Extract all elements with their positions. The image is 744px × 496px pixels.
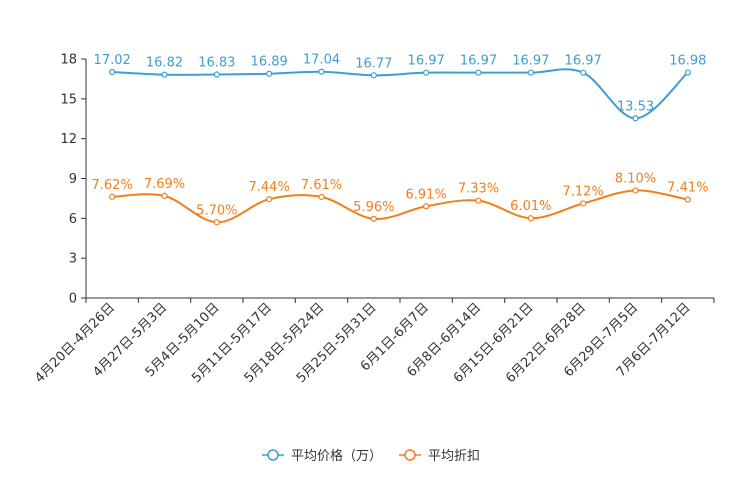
data-point[interactable] [475, 197, 482, 204]
data-point[interactable] [684, 69, 691, 76]
data-label: 7.62% [92, 178, 133, 193]
data-label: 8.10% [615, 171, 656, 186]
data-point[interactable] [632, 187, 639, 194]
y-tick-label: 15 [60, 92, 77, 107]
data-label: 16.83 [198, 56, 235, 71]
y-tick-label: 9 [69, 172, 77, 187]
data-point[interactable] [266, 196, 273, 203]
data-point[interactable] [109, 68, 116, 76]
data-label: 16.97 [512, 54, 549, 69]
data-point[interactable] [266, 70, 273, 77]
legend-marker [267, 449, 279, 461]
data-point[interactable] [684, 196, 691, 203]
series-lines [109, 68, 691, 226]
data-point[interactable] [161, 192, 168, 199]
data-label: 7.33% [458, 182, 499, 197]
data-point[interactable] [580, 200, 587, 207]
data-point[interactable] [527, 69, 534, 76]
data-point[interactable] [423, 203, 430, 210]
legend[interactable]: 平均价格（万） 平均折扣 [262, 448, 480, 464]
data-label: 16.97 [460, 54, 497, 69]
data-label: 16.77 [355, 56, 392, 71]
legend-marker [404, 449, 416, 461]
y-tick-label: 18 [60, 53, 77, 68]
data-point[interactable] [370, 215, 377, 222]
data-label: 5.96% [353, 200, 394, 215]
data-label: 7.41% [667, 181, 708, 196]
data-label: 6.91% [406, 187, 447, 202]
data-point[interactable] [632, 115, 639, 122]
legend-label: 平均价格（万） [291, 448, 382, 464]
y-tick-label: 12 [60, 132, 77, 147]
y-tick-label: 6 [69, 212, 77, 227]
data-point[interactable] [109, 193, 116, 200]
data-label: 7.12% [563, 184, 604, 199]
data-point[interactable] [318, 68, 325, 75]
data-label: 16.89 [251, 55, 288, 70]
legend-label: 平均折扣 [428, 449, 480, 464]
data-label: 6.01% [510, 199, 551, 214]
data-label: 13.53 [617, 99, 654, 114]
series-line-2 [112, 189, 689, 224]
data-labels: 17.02 16.82 16.83 16.89 17.04 16.77 16.97 16.97… [92, 53, 709, 219]
y-tick-label: 3 [69, 252, 77, 267]
data-label: 16.82 [146, 56, 183, 71]
data-label: 7.44% [249, 180, 290, 195]
data-label: 16.97 [408, 54, 445, 69]
data-point[interactable] [580, 69, 587, 76]
data-point[interactable] [370, 72, 377, 79]
data-label: 17.04 [303, 53, 340, 68]
series-line-1 [112, 68, 689, 120]
data-point[interactable] [213, 71, 220, 78]
data-label: 16.98 [669, 54, 706, 69]
data-point[interactable] [423, 69, 430, 76]
legend-item-1[interactable]: 平均价格（万） [262, 448, 382, 464]
data-point[interactable] [318, 193, 325, 201]
y-tick-label: 0 [69, 292, 77, 307]
legend-item-2[interactable]: 平均折扣 [399, 449, 480, 464]
data-point[interactable] [527, 215, 534, 222]
data-point[interactable] [161, 71, 168, 78]
data-label: 16.97 [565, 54, 602, 69]
data-point[interactable] [213, 219, 220, 226]
data-label: 7.61% [301, 178, 342, 193]
data-label: 7.69% [144, 177, 185, 192]
data-label: 17.02 [94, 53, 131, 68]
data-label: 5.70% [196, 203, 237, 218]
data-point[interactable] [475, 69, 482, 76]
